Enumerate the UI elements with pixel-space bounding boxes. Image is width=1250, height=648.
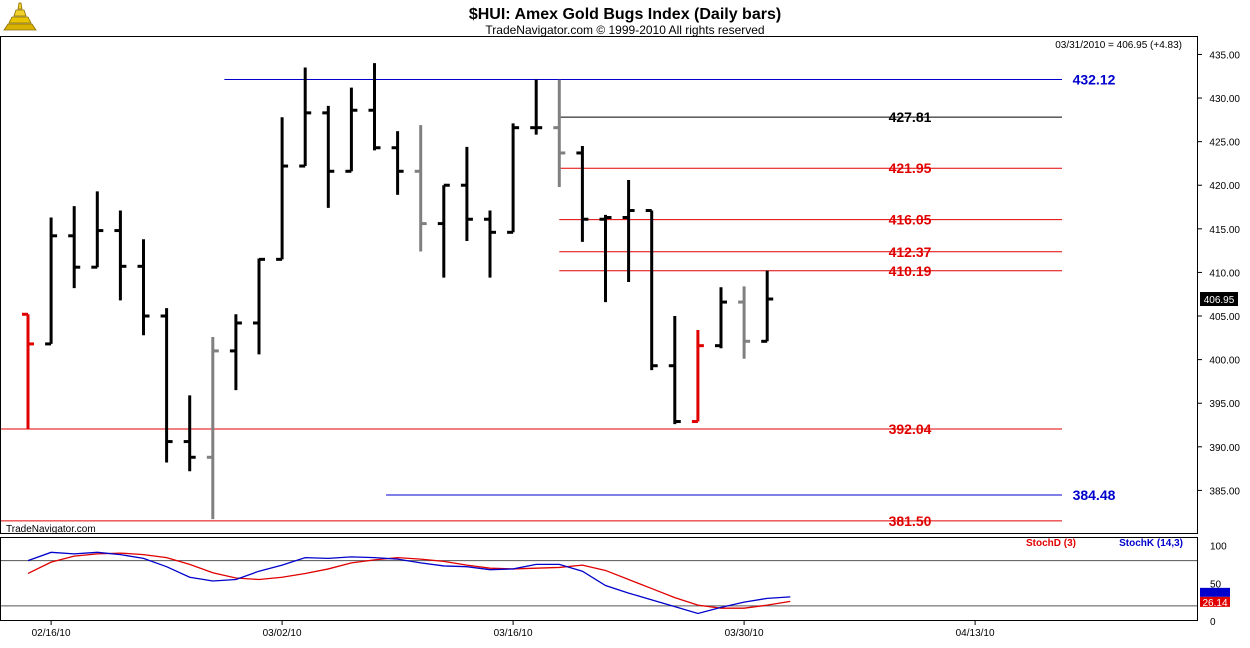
ohlc-bar <box>622 179 635 283</box>
gold-bars-logo-icon <box>3 2 37 31</box>
y-tick-label: 430.00 <box>1209 94 1240 105</box>
ohlc-bar <box>206 336 219 520</box>
level-label: 410.19 <box>889 263 932 279</box>
y-tick-label: 400.00 <box>1209 356 1240 367</box>
ohlc-bar <box>322 105 335 208</box>
price-panel-frame <box>0 36 1198 534</box>
ohlc-bar <box>576 145 589 242</box>
ohlc-bar <box>253 257 265 355</box>
last-quote-label: 03/31/2010 = 406.95 (+4.83) <box>1055 40 1182 51</box>
y-tick-label: 390.00 <box>1209 443 1240 454</box>
ohlc-bar <box>691 329 704 424</box>
level-label: 392.04 <box>889 421 932 437</box>
y-tick-label: 435.00 <box>1209 50 1240 61</box>
ohlc-bar <box>553 79 566 187</box>
y-tick-label: 420.00 <box>1209 181 1240 192</box>
y-tick-label: 415.00 <box>1209 225 1240 236</box>
ohlc-bar <box>345 87 358 173</box>
level-label: 421.95 <box>889 160 932 176</box>
oscillator-legend-item: StochD (3) <box>1026 538 1076 549</box>
y-tick-label: 410.00 <box>1209 268 1240 279</box>
ohlc-bar <box>91 191 104 269</box>
ohlc-bar <box>183 395 196 472</box>
ohlc-bar <box>761 270 774 343</box>
ohlc-bar <box>414 125 427 252</box>
level-label: 412.37 <box>889 244 932 260</box>
ohlc-bar <box>530 79 543 135</box>
level-label: 432.12 <box>1073 72 1116 88</box>
x-tick-label: 04/13/10 <box>956 628 995 639</box>
x-tick-label: 02/16/10 <box>32 628 71 639</box>
level-label: 416.05 <box>889 212 932 228</box>
last-price-badge-label: 406.95 <box>1204 295 1235 306</box>
ohlc-bar <box>68 206 81 289</box>
oscillator-y-tick-label: 0 <box>1210 617 1216 628</box>
ohlc-bar <box>114 210 127 301</box>
y-tick-label: 395.00 <box>1209 399 1240 410</box>
oscillator-value-label: 26.14 <box>1202 598 1227 609</box>
x-tick-label: 03/02/10 <box>263 628 302 639</box>
ohlc-bar <box>229 314 242 391</box>
y-tick-label: 385.00 <box>1209 486 1240 497</box>
chart-title: $HUI: Amex Gold Bugs Index (Daily bars) <box>469 6 781 23</box>
ohlc-bar <box>368 63 381 151</box>
stochd-badge <box>1200 596 1230 607</box>
ohlc-bar <box>715 287 727 349</box>
oscillator-series-line <box>27 552 791 609</box>
ohlc-bar <box>437 183 450 278</box>
oscillator-y-tick-label: 50 <box>1210 579 1222 590</box>
last-price-badge <box>1200 292 1238 307</box>
x-tick-label: 03/16/10 <box>494 628 533 639</box>
x-tick-label: 03/30/10 <box>725 628 764 639</box>
level-label: 381.50 <box>889 513 932 529</box>
ohlc-bar <box>22 312 34 429</box>
y-tick-label: 425.00 <box>1209 138 1240 149</box>
ohlc-bar <box>160 308 173 463</box>
oscillator-legend-item: StochK (14,3) <box>1119 538 1183 549</box>
ohlc-bar <box>460 146 473 242</box>
ohlc-bar <box>276 117 289 261</box>
ohlc-bar <box>484 210 496 278</box>
level-label: 384.48 <box>1073 487 1116 503</box>
oscillator-series-line <box>27 551 791 615</box>
ohlc-bar <box>738 286 751 359</box>
ohlc-bar <box>137 239 150 336</box>
ohlc-bar <box>45 217 58 346</box>
ohlc-bar <box>645 209 658 371</box>
ohlc-bar <box>507 123 520 234</box>
level-label: 427.81 <box>889 109 932 125</box>
ohlc-bar <box>668 316 681 425</box>
chart-subtitle: TradeNavigator.com © 1999-2010 All right… <box>485 23 764 37</box>
oscillator-panel-frame <box>0 537 1198 621</box>
y-tick-label: 405.00 <box>1209 312 1240 323</box>
oscillator-y-tick-label: 100 <box>1210 542 1227 553</box>
watermark-label: TradeNavigator.com <box>6 524 96 535</box>
ohlc-bar <box>599 214 612 303</box>
ohlc-bar <box>391 131 404 195</box>
ohlc-bar <box>299 67 312 168</box>
stochk-badge <box>1200 587 1230 597</box>
